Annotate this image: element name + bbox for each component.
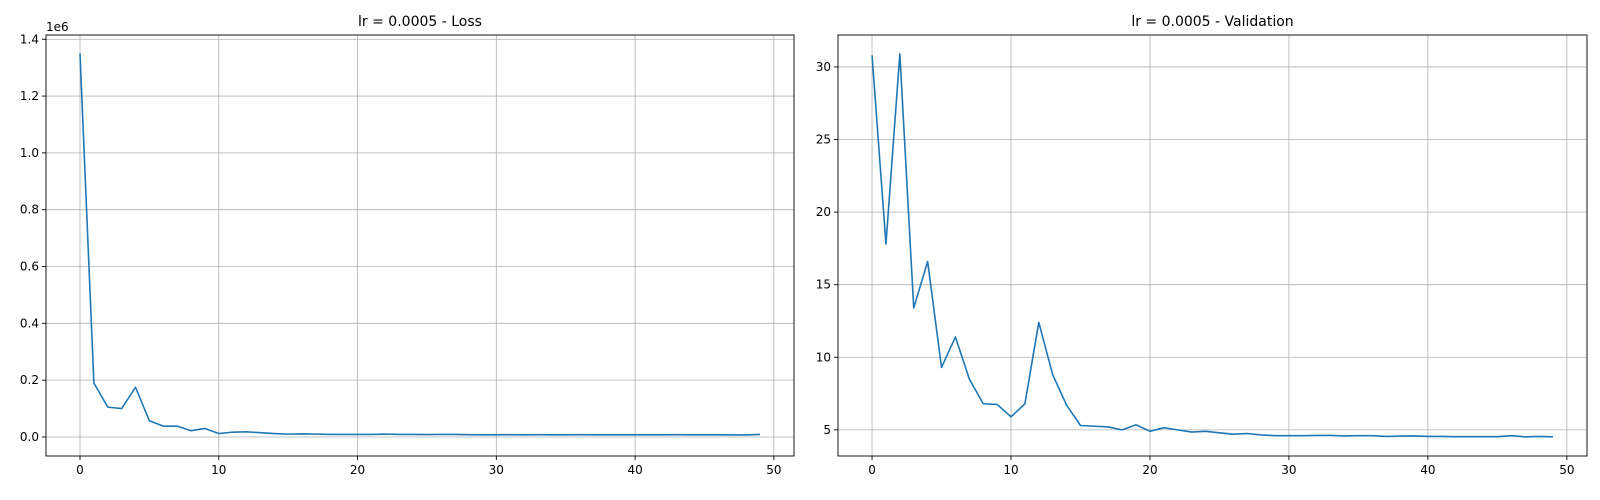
validation-chart-y-tick-label: 15: [816, 278, 831, 292]
validation-chart-x-tick-label: 20: [1142, 463, 1157, 477]
loss-chart-y-tick-label: 0.6: [20, 260, 39, 274]
loss-chart-y-tick-label: 0.8: [20, 203, 39, 217]
validation-chart-x-tick-label: 0: [868, 463, 876, 477]
loss-chart-y-tick-label: 1.2: [20, 89, 39, 103]
loss-chart-x-tick-label: 50: [766, 463, 781, 477]
validation-chart-x-tick-label: 10: [1003, 463, 1018, 477]
validation-chart-title: lr = 0.0005 - Validation: [1131, 14, 1293, 30]
loss-chart-axes-frame: [45, 34, 795, 457]
loss-chart-y-tick-label: 0.4: [20, 316, 39, 330]
validation-chart-y-tick-label: 5: [823, 423, 831, 437]
validation-chart-x-tick-label: 40: [1420, 463, 1435, 477]
loss-chart-x-tick-label: 20: [350, 463, 365, 477]
loss-chart-y-tick-label: 1.0: [20, 146, 39, 160]
loss-chart-x-tick-label: 0: [76, 463, 84, 477]
loss-chart-offset-text: 1e6: [46, 20, 69, 34]
loss-chart: 0 10 20 30 40 50 0.0 0.2 0.4 0.6 0.8 1.0 1.2 1.4 lr =…: [20, 14, 795, 477]
validation-chart-x-tick-label: 50: [1559, 463, 1574, 477]
validation-chart-y-tick-label: 30: [816, 60, 831, 74]
loss-chart-x-tick-label: 40: [627, 463, 642, 477]
loss-chart-y-tick-label: 0.2: [20, 373, 39, 387]
loss-chart-series-line: [79, 53, 761, 436]
validation-chart-x-tick-label: 30: [1281, 463, 1296, 477]
validation-chart-series-line: [871, 53, 1553, 438]
validation-chart-axes-frame: [837, 34, 1588, 457]
validation-chart-y-tick-label: 20: [816, 205, 831, 219]
validation-chart: 0 10 20 30 40 50 5 10 15 20 25 30 lr = 0.0005 - Val…: [816, 14, 1588, 477]
loss-chart-x-tick-label: 10: [211, 463, 226, 477]
loss-chart-x-tick-label: 30: [489, 463, 504, 477]
loss-chart-y-tick-label: 1.4: [20, 32, 39, 46]
loss-chart-y-tick-label: 0.0: [20, 430, 39, 444]
loss-chart-title: lr = 0.0005 - Loss: [358, 14, 482, 30]
validation-chart-y-tick-label: 25: [816, 133, 831, 147]
validation-chart-y-tick-label: 10: [816, 350, 831, 364]
